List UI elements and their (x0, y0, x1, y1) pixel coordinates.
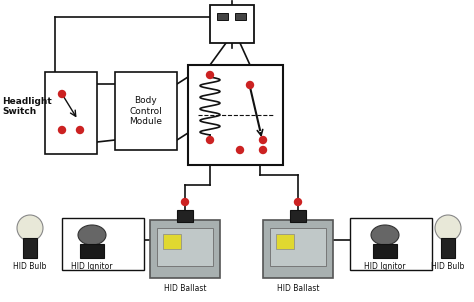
Text: HID Ballast: HID Ballast (277, 284, 319, 293)
Bar (177, 210, 193, 222)
Bar (80, 244, 104, 258)
Circle shape (237, 146, 244, 153)
Bar (270, 228, 326, 266)
Bar (23, 238, 37, 258)
Circle shape (259, 146, 266, 153)
Circle shape (17, 215, 43, 241)
Bar (290, 210, 306, 222)
Bar (210, 5, 254, 43)
Bar (157, 228, 213, 266)
Bar (276, 234, 294, 249)
Text: HID Ballast: HID Ballast (164, 284, 206, 293)
Bar (263, 220, 333, 278)
Bar (235, 13, 246, 20)
Bar (217, 13, 228, 20)
Bar (163, 234, 181, 249)
Bar (441, 238, 455, 258)
Ellipse shape (78, 225, 106, 245)
Circle shape (58, 127, 65, 133)
Bar (350, 218, 432, 270)
Text: Headlight
Switch: Headlight Switch (2, 97, 52, 116)
Bar (150, 220, 220, 278)
Text: Body
Control
Module: Body Control Module (129, 96, 163, 126)
Bar (188, 65, 283, 165)
Circle shape (294, 198, 301, 205)
Circle shape (207, 137, 213, 143)
Bar (62, 218, 144, 270)
Text: HID Ignitor: HID Ignitor (364, 262, 406, 271)
Circle shape (246, 82, 254, 88)
Circle shape (259, 137, 266, 143)
Text: HID Bulb: HID Bulb (431, 262, 465, 271)
Bar (115, 72, 177, 150)
Ellipse shape (371, 225, 399, 245)
Text: HID Bulb: HID Bulb (13, 262, 46, 271)
Bar (45, 72, 97, 154)
Circle shape (207, 72, 213, 79)
Circle shape (435, 215, 461, 241)
Bar (373, 244, 397, 258)
Text: HID Ignitor: HID Ignitor (71, 262, 113, 271)
Circle shape (182, 198, 189, 205)
Circle shape (76, 127, 83, 133)
Circle shape (58, 91, 65, 98)
